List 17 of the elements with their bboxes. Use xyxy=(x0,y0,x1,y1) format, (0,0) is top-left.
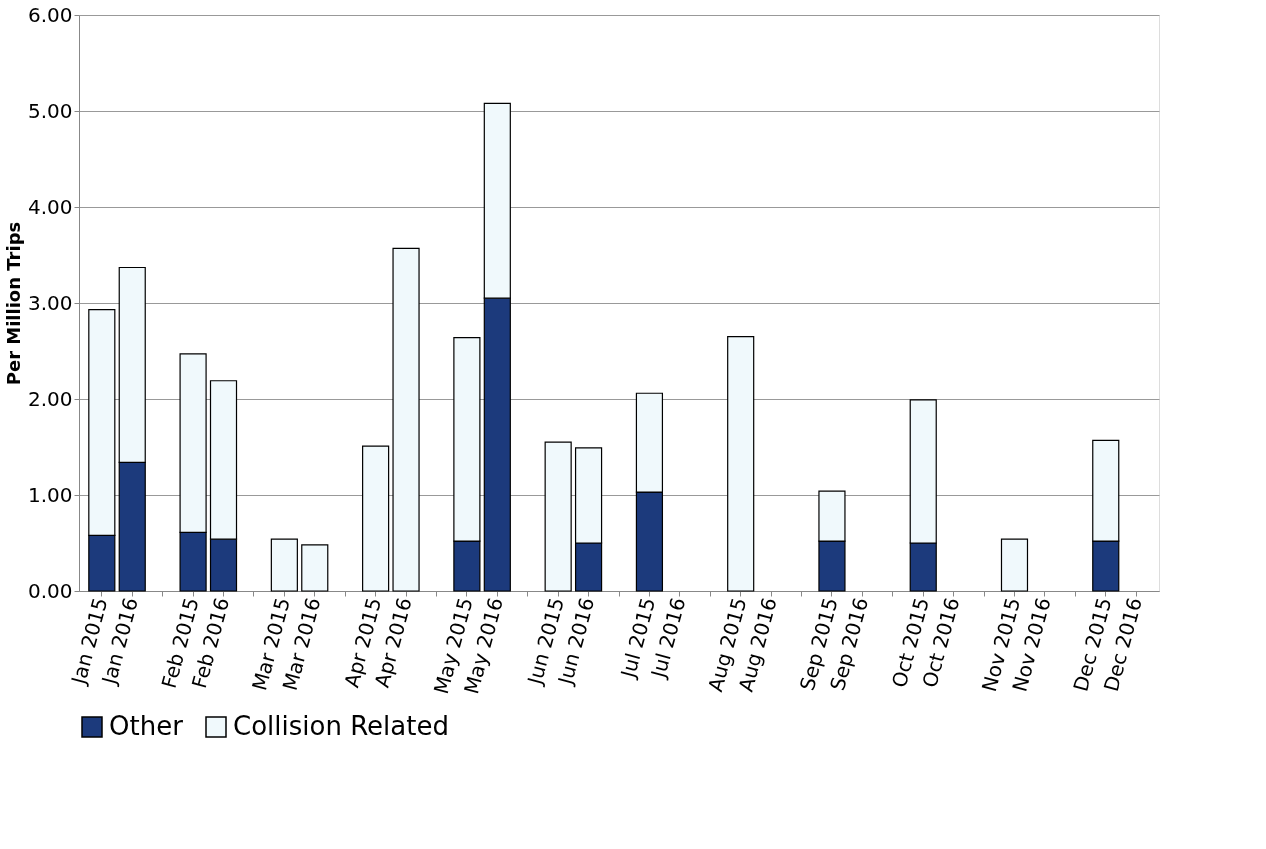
bar xyxy=(362,445,390,592)
y-tick-label: 1.00 xyxy=(27,482,73,507)
y-axis-title: Per Million Trips xyxy=(2,221,24,386)
bar xyxy=(301,544,329,592)
bar xyxy=(727,336,755,592)
legend-label: Collision Related xyxy=(233,711,449,741)
bar xyxy=(544,441,572,592)
bar xyxy=(1000,538,1029,592)
bar xyxy=(392,247,420,592)
legend-label: Other xyxy=(109,711,184,741)
y-tick-label: 4.00 xyxy=(27,194,73,219)
y-tick-label: 0.00 xyxy=(27,578,73,603)
y-tick-label: 2.00 xyxy=(27,386,73,411)
bar xyxy=(270,538,298,592)
y-tick-label: 3.00 xyxy=(27,290,73,315)
y-tick-label: 5.00 xyxy=(27,98,73,123)
y-tick-label: 6.00 xyxy=(27,2,73,27)
